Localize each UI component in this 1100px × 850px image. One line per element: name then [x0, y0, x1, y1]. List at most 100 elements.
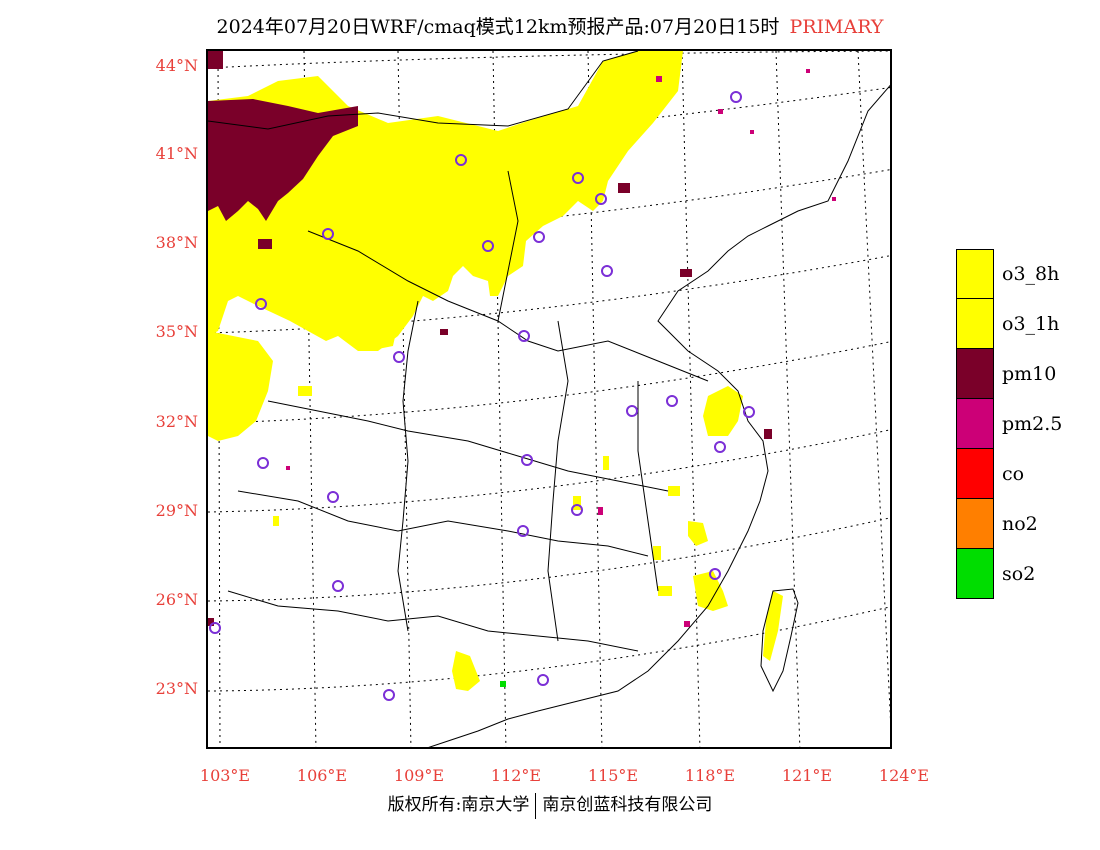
pm25-dot-5 [806, 69, 810, 73]
lon-label-118e: 118°E [684, 766, 736, 785]
pm25-dot-6 [598, 507, 603, 515]
lat-label-26n: 26°N [155, 590, 198, 609]
so2-dot-1 [500, 681, 506, 687]
province-lines-b [267, 400, 669, 492]
map-title: 2024年07月20日WRF/cmaq模式12km预报产品:07月20日15时 P… [0, 12, 1100, 39]
ozone-guangdong [452, 651, 480, 691]
city-marker [601, 265, 613, 277]
pm10-dot-2 [618, 183, 630, 193]
lon-label-124e: 124°E [878, 766, 930, 785]
city-marker [571, 504, 583, 516]
legend-item-pm10: pm10 [956, 349, 1096, 399]
ozone-dot-5 [658, 586, 672, 596]
pm10-dot-5 [440, 329, 448, 335]
lat-label-29n: 29°N [155, 501, 198, 520]
ozone-dot-1 [668, 486, 680, 496]
province-lines-g [547, 320, 569, 642]
lat-label-32n: 32°N [155, 412, 198, 431]
legend-label-co: co [1002, 463, 1025, 485]
taiwan-outline [760, 588, 799, 693]
province-lines-f [397, 300, 419, 632]
ozone-dot-4 [653, 546, 661, 560]
meridian-124e [857, 51, 890, 721]
parallel-35n [208, 255, 890, 334]
primary-tag: PRIMARY [789, 16, 884, 38]
lon-label-121e: 121°E [781, 766, 833, 785]
city-marker [383, 689, 395, 701]
meridian-106e [303, 51, 317, 747]
meridian-118e [681, 51, 701, 747]
coastline [428, 84, 890, 747]
province-lines-d [227, 590, 639, 652]
lat-label-35n: 35°N [155, 322, 198, 341]
city-marker [730, 91, 742, 103]
legend-item-no2: no2 [956, 499, 1096, 549]
legend-swatch-pm10 [956, 349, 994, 399]
ozone-dot-6 [273, 516, 279, 526]
ozone-west-band [208, 331, 273, 441]
pm10-northwest-block [208, 99, 358, 221]
city-marker [327, 491, 339, 503]
ozone-north-belt [208, 51, 683, 351]
legend-swatch-pm25 [956, 399, 994, 449]
lon-label-106e: 106°E [296, 766, 348, 785]
meridian-109e [397, 51, 412, 747]
copyright-company: 南京创蓝科技有限公司 [542, 795, 713, 815]
lon-label-103e: 103°E [199, 766, 251, 785]
city-marker [572, 172, 584, 184]
ozone-dot-3 [603, 456, 609, 470]
city-marker [595, 193, 607, 205]
city-marker [517, 525, 529, 537]
parallel-32n [208, 341, 890, 424]
city-marker [714, 441, 726, 453]
lat-label-38n: 38°N [155, 233, 198, 252]
pm25-regions [286, 69, 836, 627]
pm10-dot-6 [208, 618, 214, 626]
city-marker [332, 580, 344, 592]
meridian-121e [775, 51, 801, 747]
pm10-top-corner [208, 51, 223, 69]
pm10-dot-4 [764, 429, 772, 439]
legend-label-so2: so2 [1002, 563, 1036, 585]
lat-label-44n: 44°N [155, 56, 198, 75]
city-marker [257, 457, 269, 469]
legend-item-co: co [956, 449, 1096, 499]
ozone-dot-7 [298, 386, 312, 396]
city-marker [537, 674, 549, 686]
pm25-dot-3 [750, 130, 754, 134]
city-marker [666, 395, 678, 407]
province-lines-h [637, 381, 659, 592]
pm25-dot-2 [718, 109, 723, 114]
city-marker [626, 405, 638, 417]
city-marker [518, 330, 530, 342]
city-marker [255, 298, 267, 310]
legend-label-pm10: pm10 [1002, 363, 1057, 385]
legend-label-no2: no2 [1002, 513, 1038, 535]
lat-label-23n: 23°N [155, 679, 198, 698]
graticule [208, 51, 890, 747]
city-marker [455, 154, 467, 166]
legend-item-o3-1h: o3_1h [956, 299, 1096, 349]
legend-label-o3-8h: o3_8h [1002, 263, 1060, 285]
footer-divider [535, 792, 537, 819]
lon-label-109e: 109°E [393, 766, 445, 785]
ozone-east-coast-2 [693, 571, 728, 611]
ozone-shanxi-patch [378, 323, 398, 349]
legend-swatch-o3-8h [956, 249, 994, 299]
pm10-dot-3 [680, 269, 692, 277]
map-panel [206, 49, 892, 749]
city-marker [322, 228, 334, 240]
city-marker [743, 406, 755, 418]
lon-label-115e: 115°E [587, 766, 639, 785]
parallel-26n [208, 517, 890, 602]
legend-item-so2: so2 [956, 549, 1096, 599]
title-text: 2024年07月20日WRF/cmaq模式12km预报产品:07月20日15时 [216, 16, 780, 38]
pm25-dot-8 [286, 466, 290, 470]
pollution-map [208, 51, 890, 747]
pollutant-legend: o3_8h o3_1h pm10 pm2.5 co no2 so2 [956, 249, 1096, 599]
ozone-jiangsu [703, 386, 743, 436]
legend-swatch-so2 [956, 549, 994, 599]
pm10-dot-1 [258, 239, 272, 249]
legend-swatch-o3-1h [956, 299, 994, 349]
meridian-112e [492, 51, 507, 747]
